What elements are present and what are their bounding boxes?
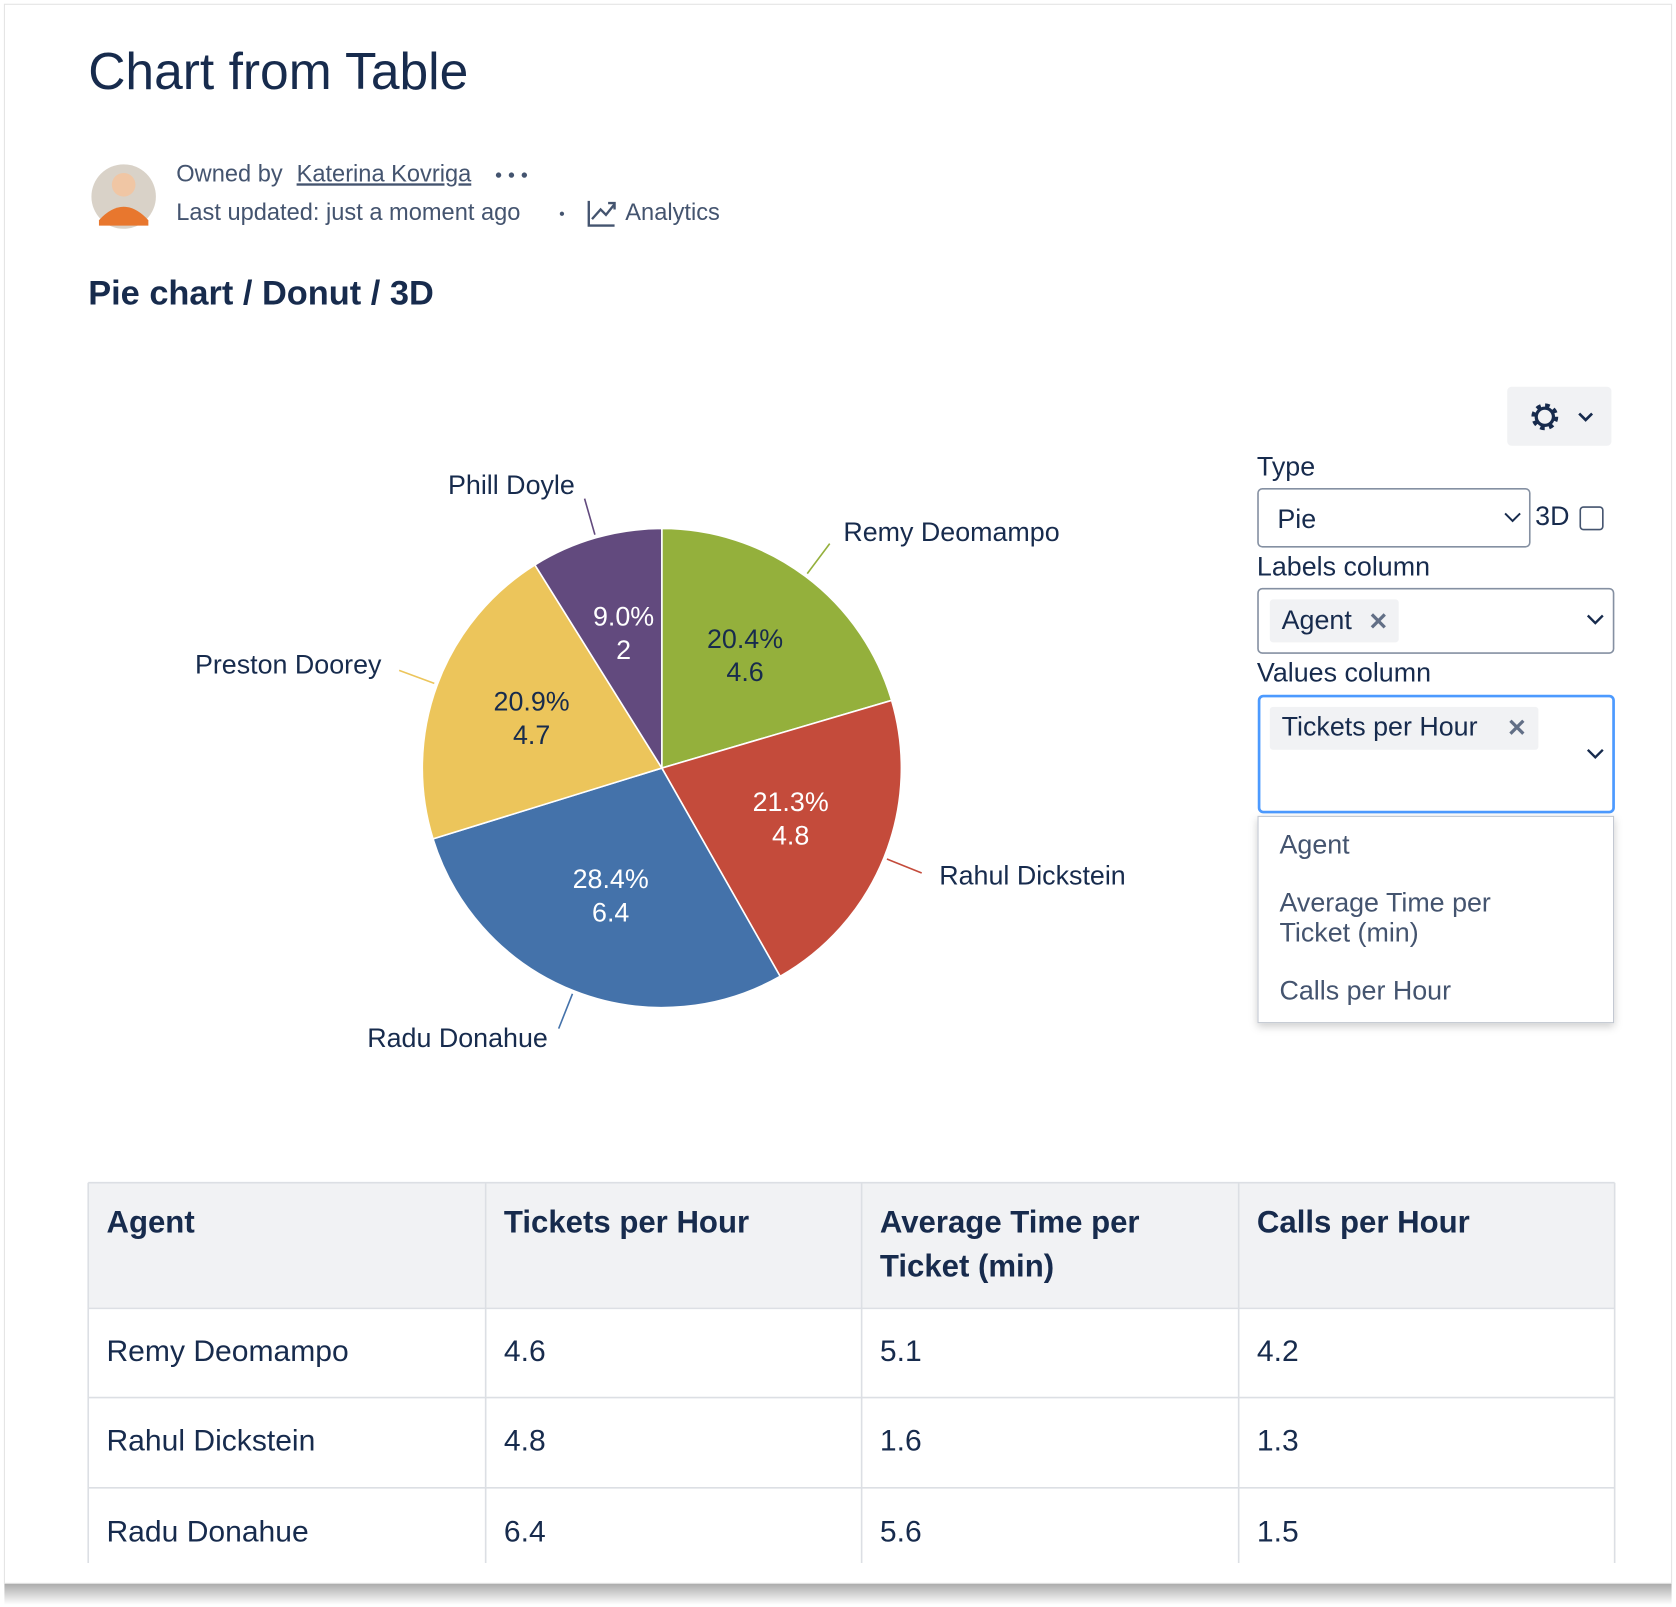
- more-icon[interactable]: [495, 172, 528, 178]
- column-header: Average Time per Ticket (min): [880, 1205, 1140, 1284]
- slice-label: Rahul Dickstein: [939, 861, 1126, 891]
- table-cell: Rahul Dickstein: [106, 1425, 315, 1458]
- chip: [1269, 706, 1539, 750]
- chip: [1269, 599, 1399, 643]
- table-cell: Radu Donahue: [106, 1515, 308, 1548]
- settings-button[interactable]: [1507, 386, 1612, 446]
- pie-slice: [431, 767, 782, 1009]
- dropdown-option[interactable]: Calls per Hour: [1279, 976, 1451, 1006]
- avatar-shirt: [98, 206, 149, 226]
- gear-icon: [1531, 403, 1559, 431]
- chevron: [1504, 512, 1521, 523]
- leader-line: [886, 858, 922, 874]
- values-value: Tickets per Hour: [1282, 711, 1478, 741]
- leader-line: [557, 993, 574, 1029]
- slice-label: Remy Deomampo: [843, 517, 1059, 547]
- page-title: Chart from Table: [88, 42, 468, 100]
- three-d-checkbox[interactable]: [1579, 506, 1604, 531]
- slice-percent: 20.9%: [494, 687, 570, 717]
- section-title: Pie chart / Donut / 3D: [88, 274, 434, 312]
- pie-slice: [661, 527, 893, 770]
- table-header-bg: [88, 1182, 1615, 1309]
- avatar-face: [111, 172, 136, 197]
- slice-value: 2: [616, 635, 631, 665]
- leader-line: [583, 498, 596, 535]
- chevron: [1586, 748, 1604, 759]
- slice-percent: 9.0%: [593, 601, 654, 631]
- table-cell: 1.5: [1257, 1515, 1299, 1548]
- last-updated: Last updated: just a moment ago: [176, 200, 520, 226]
- slice-label: Radu Donahue: [367, 1023, 548, 1053]
- type-select[interactable]: [1257, 487, 1531, 548]
- slice-label: Phill Doyle: [448, 470, 575, 500]
- chevron: [1578, 412, 1594, 422]
- analytics-icon: [587, 200, 616, 227]
- slice-label: Preston Doorey: [195, 649, 382, 679]
- chip-remove[interactable]: [1509, 719, 1525, 735]
- slice-percent: 20.4%: [707, 624, 783, 654]
- three-d-label: 3D: [1535, 501, 1569, 531]
- pie-slice: [421, 563, 664, 840]
- table-cell: 4.8: [504, 1425, 546, 1458]
- separator: [559, 211, 565, 216]
- table-cell: Remy Deomampo: [106, 1335, 348, 1368]
- table-cell: 5.1: [880, 1335, 922, 1368]
- labels-label: Labels column: [1257, 551, 1430, 581]
- slice-percent: 28.4%: [573, 864, 649, 894]
- slice-value: 4.8: [772, 820, 809, 850]
- table-cell: 1.6: [880, 1425, 922, 1458]
- type-label: Type: [1257, 451, 1315, 481]
- column-header: Tickets per Hour: [504, 1205, 749, 1240]
- dropdown-menu: [1257, 815, 1615, 1024]
- slice-value: 4.7: [513, 720, 550, 750]
- slice-value: 6.4: [592, 898, 629, 928]
- table: Agent Tickets per Hour Average Time per Tic…: [87, 1181, 1616, 1563]
- dropdown-options: Agent Average Time per Ticket (min) Calls p…: [1279, 830, 1490, 1006]
- table-cell: 4.6: [504, 1335, 546, 1368]
- pie-chart: 20.4%4.6 Remy Deomampo 21.3%4.8 Rahul Dicks…: [195, 470, 1126, 1053]
- slice-percent: 21.3%: [753, 787, 829, 817]
- column-header: Agent: [106, 1205, 194, 1240]
- table-cell: 1.3: [1257, 1425, 1299, 1458]
- table-cell: 4.2: [1257, 1335, 1299, 1368]
- owner-prefix: Owned by: [176, 161, 283, 187]
- labels-value: Agent: [1282, 605, 1353, 635]
- pie-slice: [533, 527, 663, 771]
- dropdown-option[interactable]: Agent: [1279, 830, 1350, 860]
- values-label: Values column: [1257, 658, 1431, 688]
- chip-remove[interactable]: [1370, 613, 1386, 629]
- column-header: Calls per Hour: [1257, 1205, 1470, 1240]
- leader-line: [806, 543, 831, 575]
- owner-link[interactable]: Katerina Kovriga: [297, 161, 473, 187]
- dropdown-option[interactable]: Average Time per Ticket (min): [1279, 888, 1490, 948]
- analytics-link[interactable]: Analytics: [625, 200, 720, 226]
- chevron: [1586, 614, 1604, 625]
- pie-slice: [660, 699, 903, 978]
- type-value: Pie: [1277, 504, 1316, 534]
- table-cell: 6.4: [504, 1515, 546, 1548]
- leader-line: [398, 669, 435, 685]
- slice-value: 4.6: [726, 657, 763, 687]
- table-cell: 5.6: [880, 1515, 922, 1548]
